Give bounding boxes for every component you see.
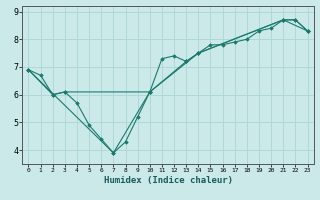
X-axis label: Humidex (Indice chaleur): Humidex (Indice chaleur) xyxy=(103,176,233,185)
